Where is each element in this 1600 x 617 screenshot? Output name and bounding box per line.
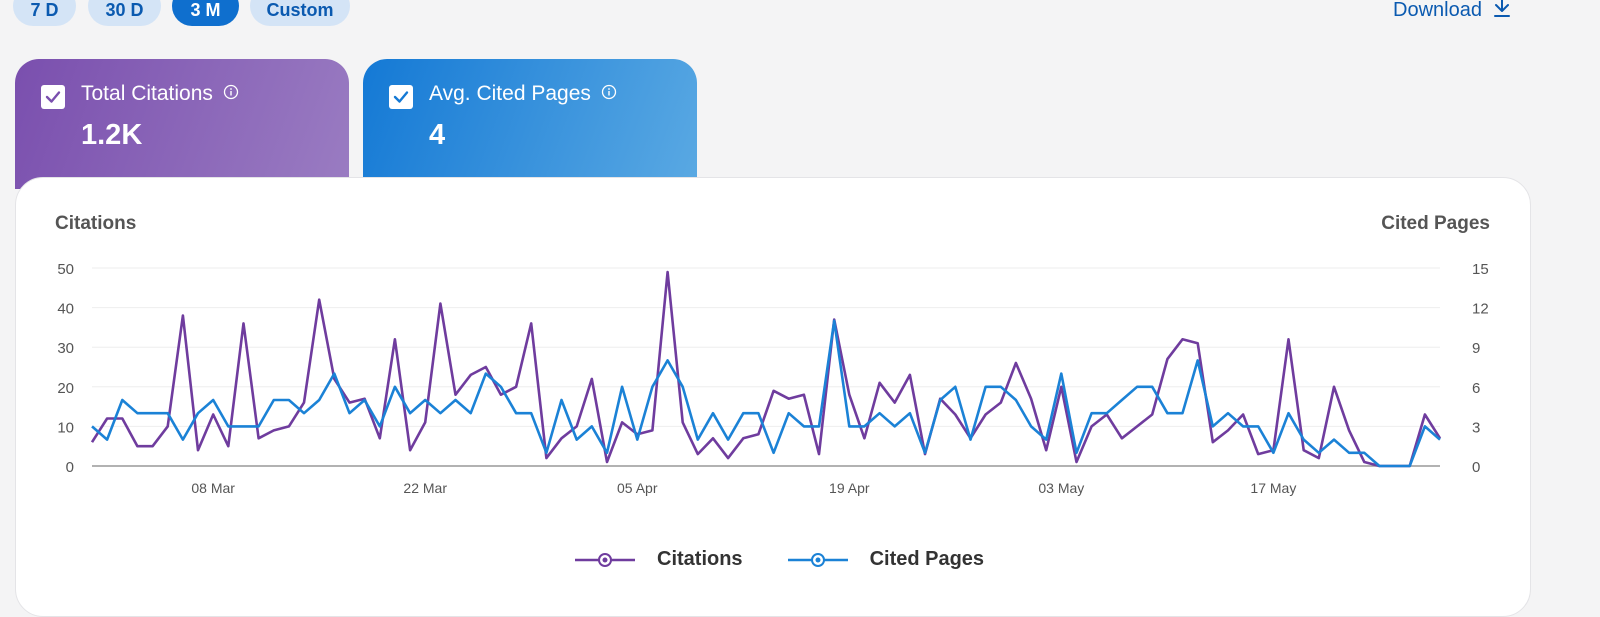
info-icon[interactable] [601, 82, 617, 106]
avg-cited-pages-label: Avg. Cited Pages [429, 82, 591, 105]
legend-citations-label: Citations [657, 548, 743, 570]
total-citations-label: Total Citations [81, 82, 213, 105]
download-icon [1493, 0, 1510, 24]
range-custom-label: Custom [266, 0, 334, 20]
range-7d-button[interactable]: 7 D [13, 0, 76, 26]
range-7d-label: 7 D [30, 0, 59, 20]
legend-cited-pages-label: Cited Pages [869, 548, 985, 570]
left-axis-title: Citations [55, 213, 137, 234]
right-axis-title: Cited Pages [1381, 213, 1490, 234]
check-icon [393, 91, 409, 103]
chart-legend: Citations Cited Pages [575, 548, 984, 571]
avg-cited-pages-checkbox[interactable] [389, 85, 413, 109]
range-3m-label: 3 M [190, 0, 221, 20]
legend-cited-pages[interactable]: Cited Pages [787, 548, 985, 571]
total-citations-card[interactable]: Total Citations 1.2K [15, 59, 349, 189]
range-30d-label: 30 D [105, 0, 144, 20]
download-label: Download [1393, 0, 1482, 21]
range-custom-button[interactable]: Custom [250, 0, 350, 26]
avg-cited-pages-value: 4 [429, 119, 446, 151]
range-3m-button[interactable]: 3 M [172, 0, 239, 26]
total-citations-checkbox[interactable] [41, 85, 65, 109]
check-icon [45, 91, 61, 103]
citations-legend-marker-icon [575, 552, 635, 567]
cited-pages-legend-marker-icon [787, 552, 848, 567]
info-icon[interactable] [223, 82, 239, 106]
legend-citations[interactable]: Citations [575, 548, 743, 571]
download-button[interactable]: Download [1393, 0, 1510, 24]
avg-cited-pages-card[interactable]: Avg. Cited Pages 4 [363, 59, 697, 189]
total-citations-value: 1.2K [81, 119, 143, 151]
range-30d-button[interactable]: 30 D [88, 0, 161, 26]
